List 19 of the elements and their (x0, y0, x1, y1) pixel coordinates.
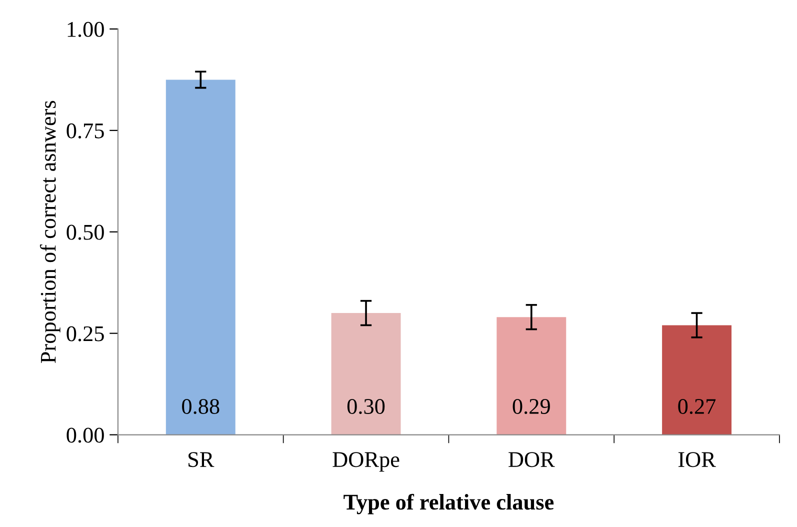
data-label: 0.30 (347, 398, 385, 414)
y-tick-label: 1.00 (68, 22, 104, 38)
bar (331, 313, 401, 435)
data-label: 0.29 (512, 398, 550, 414)
x-tick-label: IOR (678, 452, 716, 468)
data-label: 0.27 (678, 398, 716, 414)
y-tick-label: 0.75 (66, 123, 104, 138)
bar (166, 80, 236, 435)
y-axis-title: Proportion of correct asnwers (40, 100, 60, 363)
x-axis-title: Type of relative clause (344, 494, 554, 514)
y-tick-label: 0.50 (66, 224, 104, 240)
bar (662, 325, 732, 435)
y-tick-label: 0.25 (66, 326, 104, 342)
x-tick-label: SR (188, 452, 214, 468)
bar (496, 317, 566, 435)
x-tick-label: DORpe (332, 452, 400, 472)
data-label: 0.88 (182, 398, 220, 414)
y-tick-label: 0.00 (66, 428, 104, 443)
x-tick-label: DOR (508, 452, 555, 468)
